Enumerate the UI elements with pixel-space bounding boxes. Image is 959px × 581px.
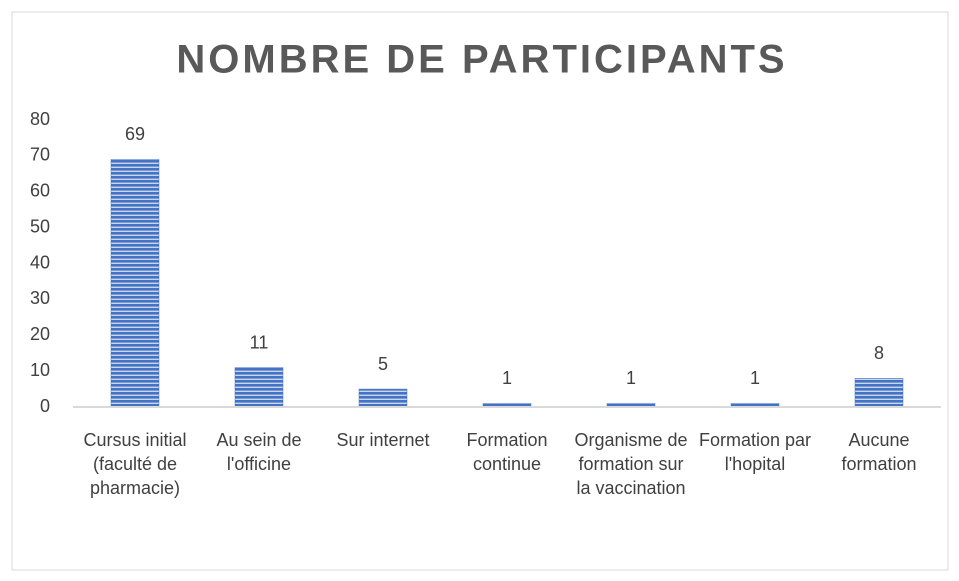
chart-title: NOMBRE DE PARTICIPANTS — [176, 38, 787, 82]
y-tick-label: 0 — [40, 396, 50, 416]
y-tick-label: 30 — [30, 288, 50, 308]
bar — [358, 388, 408, 408]
data-label: 1 — [502, 368, 512, 388]
y-tick-label: 70 — [30, 145, 50, 165]
y-tick-label: 60 — [30, 181, 50, 201]
chart-border — [11, 11, 949, 571]
x-tick-label: Formation continue — [466, 430, 548, 474]
x-tick-label: Cursus initial (faculté de pharmacie) — [83, 430, 187, 498]
y-tick-label: 80 — [30, 109, 50, 129]
y-tick-label: 10 — [30, 360, 50, 380]
data-label: 1 — [750, 368, 760, 388]
bar — [234, 367, 284, 408]
x-tick-label: Organisme de formation sur la vaccinatio… — [574, 430, 688, 498]
bar — [110, 159, 160, 408]
data-label: 69 — [125, 124, 145, 144]
y-tick-label: 20 — [30, 324, 50, 344]
x-tick-label: Formation par l'hopital — [698, 430, 812, 474]
x-tick-label: Aucune formation — [841, 430, 917, 474]
bar — [854, 378, 904, 408]
data-label: 11 — [250, 332, 269, 352]
x-tick-label: Sur internet — [336, 430, 430, 450]
data-label: 1 — [626, 368, 636, 388]
y-tick-label: 50 — [30, 216, 50, 236]
data-label: 5 — [378, 354, 388, 374]
x-tick-label: Au sein de l'officine — [216, 430, 302, 474]
y-tick-label: 40 — [30, 252, 50, 272]
data-label: 8 — [874, 343, 884, 363]
